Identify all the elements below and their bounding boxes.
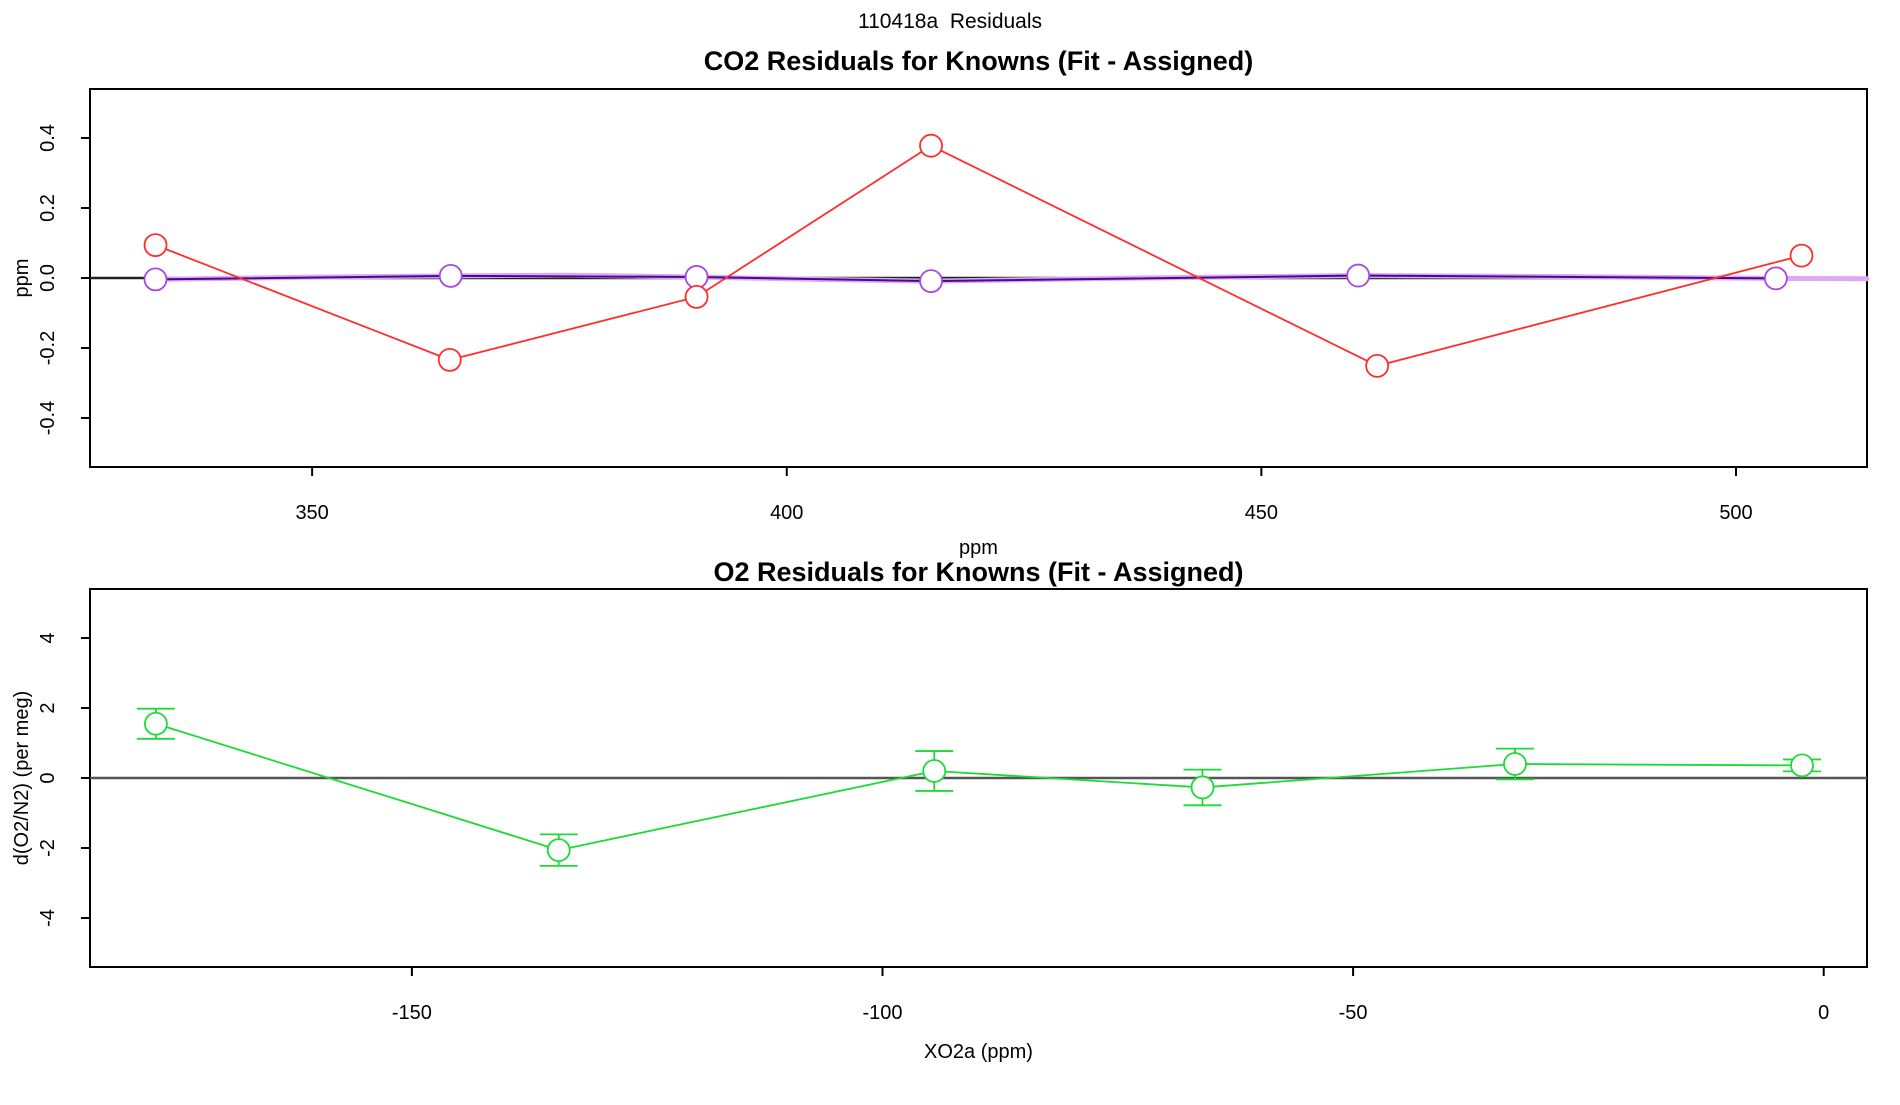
data-point-marker xyxy=(1503,752,1527,776)
x-tick-label: -150 xyxy=(392,1002,432,1024)
data-point-marker xyxy=(438,263,463,288)
y-tick-label: 0.4 xyxy=(37,124,59,152)
series-co2-residual-primary xyxy=(143,133,1814,378)
x-tick-label: -50 xyxy=(1339,1002,1368,1024)
o2-residuals-chart: O2 Residuals for Knowns (Fit - Assigned)… xyxy=(11,557,1868,1063)
y-axis-title: ppm xyxy=(11,259,33,298)
data-point-marker xyxy=(143,711,168,736)
y-axis: -4 -2 0 2 4 d(O2/N2) (per meg) xyxy=(11,632,90,927)
y-tick-label: -2 xyxy=(37,839,59,857)
y-axis: -0.4 -0.2 0.0 0.2 0.4 ppm xyxy=(11,124,90,435)
data-point-marker xyxy=(919,133,943,158)
series-o2-residual xyxy=(136,707,1822,867)
data-point-marker xyxy=(1763,266,1788,291)
y-tick-label: 0.0 xyxy=(37,264,59,292)
page-title: 110418a Residuals xyxy=(857,10,1043,33)
data-point-marker xyxy=(1190,775,1215,800)
x-tick-label: 350 xyxy=(295,502,328,524)
data-point-marker xyxy=(437,347,462,372)
data-point-marker xyxy=(1789,243,1814,268)
data-point-marker xyxy=(919,269,943,294)
x-axis-title: ppm xyxy=(959,537,998,559)
y-axis-title: d(O2/N2) (per meg) xyxy=(11,691,33,866)
data-point-marker xyxy=(1365,353,1390,378)
x-tick-label: 500 xyxy=(1719,502,1752,524)
x-tick-label: 450 xyxy=(1245,502,1278,524)
x-tick-label: -100 xyxy=(862,1002,902,1024)
chart-title: CO2 Residuals for Knowns (Fit - Assigned… xyxy=(704,46,1254,76)
data-point-marker xyxy=(684,265,709,289)
x-axis: 350 400 450 500 ppm xyxy=(295,467,1753,559)
x-tick-label: 0 xyxy=(1818,1002,1829,1024)
y-tick-label: -4 xyxy=(37,909,59,927)
x-tick-label: 400 xyxy=(770,502,803,524)
series-co2-residual-secondary xyxy=(143,263,1788,294)
co2-residual-secondary-line xyxy=(154,274,1777,283)
data-point-marker xyxy=(546,838,571,862)
x-axis-title: XO2a (ppm) xyxy=(924,1041,1033,1063)
data-point-marker xyxy=(1346,263,1371,288)
y-tick-label: 4 xyxy=(37,632,59,643)
data-point-marker xyxy=(922,759,947,783)
y-tick-label: 0 xyxy=(37,772,59,783)
data-point-marker xyxy=(684,284,709,309)
o2-residual-line xyxy=(154,722,1803,851)
y-tick-label: 0.2 xyxy=(37,194,59,222)
co2-residual-primary-line xyxy=(154,144,1803,367)
chart-title: O2 Residuals for Knowns (Fit - Assigned) xyxy=(713,557,1243,587)
y-tick-label: 2 xyxy=(37,702,59,713)
data-point-marker xyxy=(143,233,168,258)
y-tick-label: -0.4 xyxy=(37,401,59,435)
y-tick-label: -0.2 xyxy=(37,331,59,365)
x-axis: -150 -100 -50 0 XO2a (ppm) xyxy=(392,967,1829,1063)
data-point-marker xyxy=(1790,753,1814,778)
co2-residuals-chart: CO2 Residuals for Knowns (Fit - Assigned… xyxy=(11,46,1870,559)
data-point-marker xyxy=(143,267,168,292)
